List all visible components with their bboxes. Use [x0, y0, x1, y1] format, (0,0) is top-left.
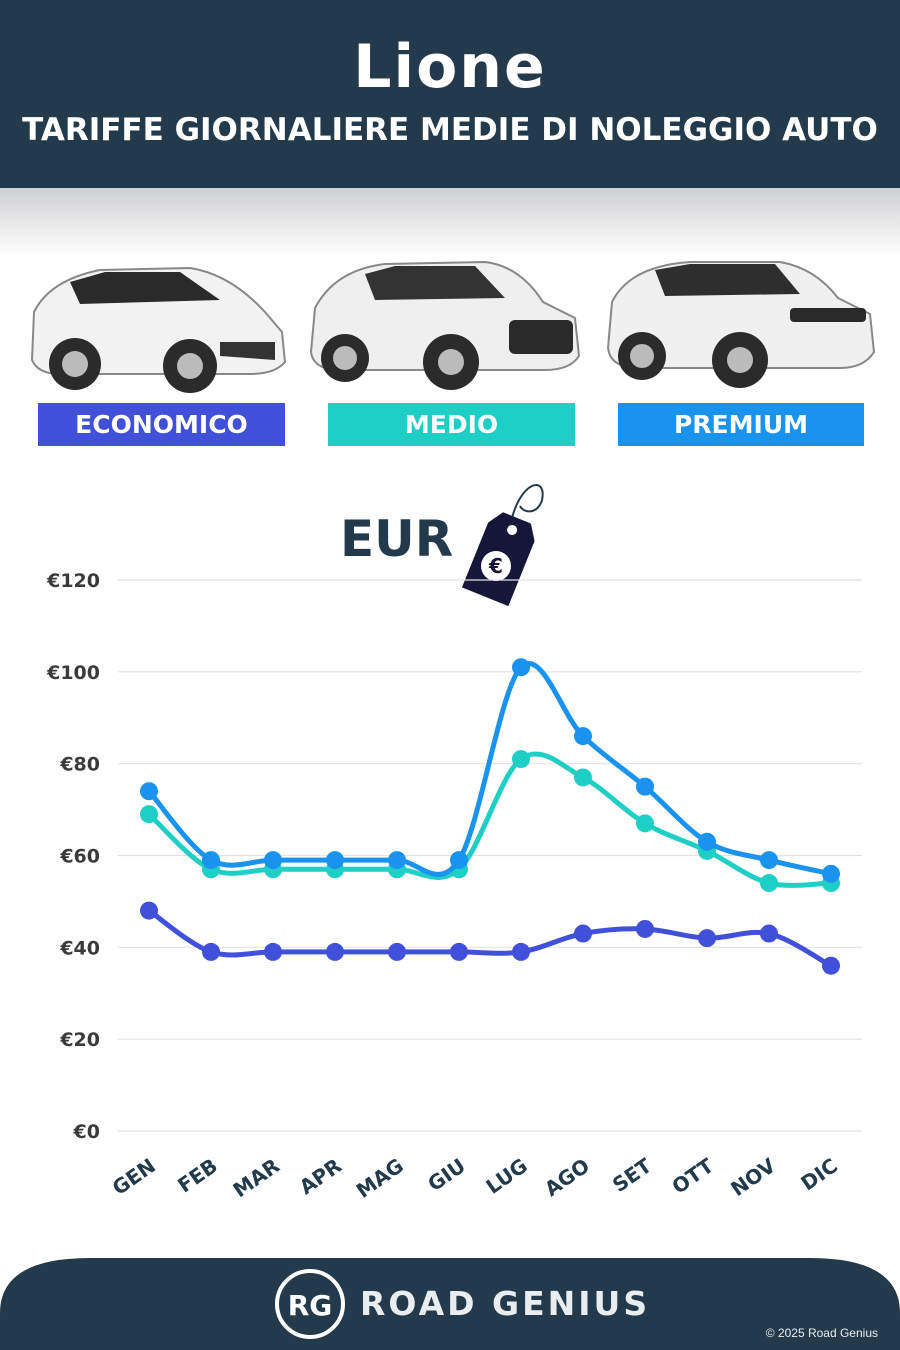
header-shadow — [0, 188, 900, 258]
data-point-premium — [264, 851, 282, 870]
category-premium: PREMIUM — [618, 403, 864, 446]
footer: RG — [0, 1258, 900, 1350]
data-point-premium — [574, 727, 592, 746]
x-tick-label: DIC — [796, 1153, 841, 1195]
x-tick-label: SET — [608, 1153, 656, 1197]
data-point-premium — [326, 851, 344, 870]
x-tick-label: NOV — [726, 1153, 780, 1201]
data-point-premium — [202, 851, 220, 870]
y-tick-label: €60 — [59, 846, 100, 868]
x-tick-label: GIU — [423, 1153, 470, 1196]
data-point-economico — [388, 942, 406, 961]
medium-car-image — [309, 260, 581, 390]
copyright: © 2025 Road Genius — [765, 1326, 878, 1340]
x-tick-label: APR — [295, 1153, 346, 1199]
data-point-medio — [574, 768, 592, 787]
series-line-medio — [146, 751, 834, 888]
euro-symbol: € — [488, 554, 503, 578]
series-line-premium — [146, 661, 834, 877]
data-point-medio — [636, 814, 654, 833]
road-genius-logo-icon — [275, 1269, 345, 1339]
data-point-premium — [512, 658, 530, 677]
x-tick-label: GEN — [108, 1153, 160, 1200]
y-tick-label: €80 — [59, 754, 100, 776]
city-title: Lione — [353, 32, 547, 102]
data-point-economico — [326, 942, 344, 961]
y-tick-label: €120 — [46, 570, 100, 592]
price-tag-icon: € — [461, 484, 544, 607]
y-tick-label: €0 — [73, 1121, 100, 1143]
data-point-medio — [140, 805, 158, 824]
y-tick-label: €20 — [59, 1029, 100, 1051]
header: Lione TARIFFE GIORNALIERE MEDIE DI NOLEG… — [0, 0, 900, 188]
data-point-premium — [636, 777, 654, 796]
data-point-economico — [140, 901, 158, 920]
economy-car-image — [30, 266, 287, 393]
data-point-economico — [264, 942, 282, 961]
data-point-medio — [512, 750, 530, 769]
chart-series — [140, 658, 840, 975]
data-point-premium — [822, 864, 840, 883]
category-medio: MEDIO — [328, 403, 575, 446]
x-tick-label: OTT — [667, 1153, 718, 1199]
data-point-economico — [202, 942, 220, 961]
data-point-economico — [698, 929, 716, 948]
data-point-premium — [450, 851, 468, 870]
page-subtitle: TARIFFE GIORNALIERE MEDIE DI NOLEGGIO AU… — [22, 112, 878, 148]
x-tick-label: FEB — [173, 1153, 222, 1197]
data-point-economico — [636, 919, 654, 938]
data-point-medio — [760, 874, 778, 893]
data-point-economico — [512, 942, 530, 961]
data-point-premium — [140, 782, 158, 801]
category-economico: ECONOMICO — [38, 403, 285, 446]
data-point-premium — [388, 851, 406, 870]
y-tick-label: €40 — [59, 937, 100, 959]
brand-name: ROAD GENIUS — [360, 1284, 651, 1323]
x-tick-label: AGO — [540, 1153, 594, 1201]
premium-car-image — [606, 261, 876, 388]
data-point-premium — [698, 832, 716, 851]
series-line-economico — [146, 908, 834, 969]
currency-label: EUR — [340, 510, 454, 568]
y-tick-label: €100 — [46, 662, 100, 684]
x-tick-label: MAG — [352, 1153, 408, 1202]
x-tick-label: MAR — [229, 1153, 284, 1202]
y-axis-labels: €0 €20 €40 €60 €80 €100 €120 — [46, 570, 100, 1143]
data-point-economico — [760, 924, 778, 943]
logo-initials: RG — [288, 1289, 333, 1322]
data-point-economico — [822, 956, 840, 975]
data-point-premium — [760, 851, 778, 870]
data-point-economico — [450, 942, 468, 961]
data-point-economico — [574, 924, 592, 943]
x-tick-label: LUG — [481, 1153, 531, 1198]
line-chart: €0 €20 €40 €60 €80 €100 €120 GEN FEB MAR APR MAG GI… — [46, 570, 862, 1203]
x-axis-labels: GEN FEB MAR APR MAG GIU LUG AGO SET OTT NOV DIC — [108, 1153, 842, 1203]
